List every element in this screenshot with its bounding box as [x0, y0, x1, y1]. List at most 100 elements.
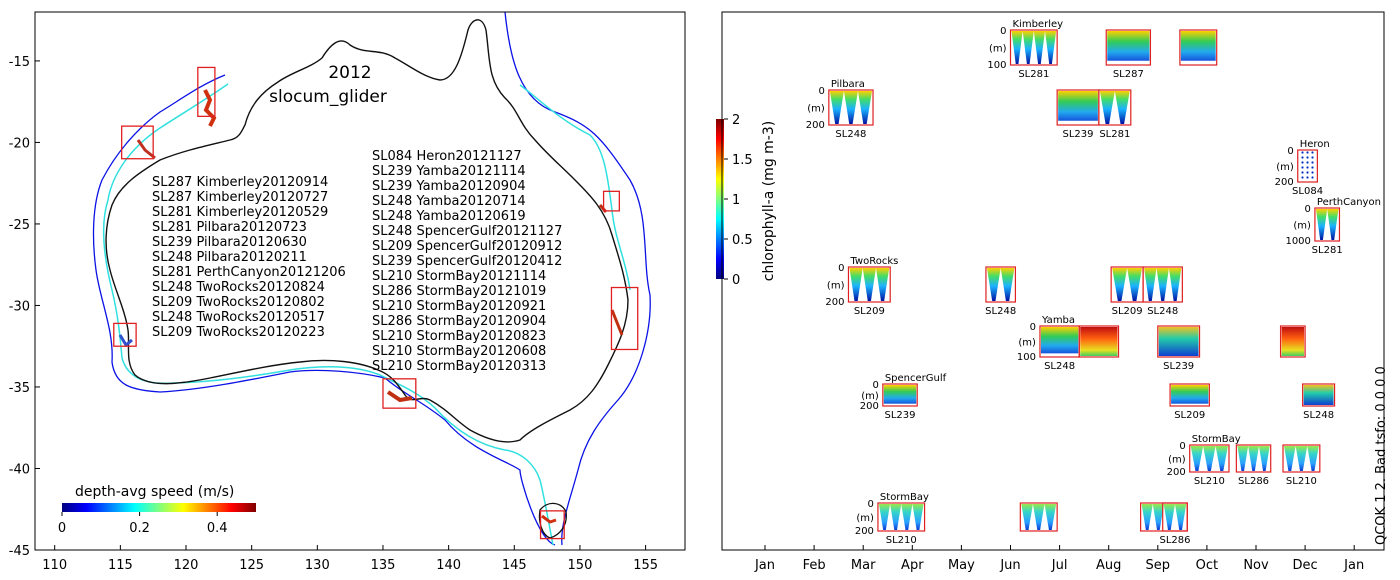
month-tick-label: Jun	[999, 558, 1020, 573]
deployment-frame	[1169, 383, 1210, 407]
glider-id-label: SL286	[1238, 476, 1269, 487]
deployment-frame	[1282, 444, 1321, 473]
tasmania-coastline	[538, 502, 567, 539]
chlorophyll-colorbar	[716, 119, 724, 279]
month-tick-label: May	[948, 558, 975, 573]
depth-tick-label: (m)	[1168, 455, 1186, 466]
month-ticks: Jan Feb Mar Apr May Jun Jul Aug Sep Oct Nov Dec Jan	[754, 545, 1364, 573]
region-box	[382, 378, 417, 409]
glider-profile	[829, 91, 844, 124]
map-x-tick-label: 125	[239, 558, 264, 573]
deployment-entry: SL210 StormBay20120313	[372, 359, 546, 374]
glider-id-label: SL248	[1303, 410, 1334, 421]
deployment-entry: SL210 StormBay20120823	[372, 329, 546, 344]
glider-id-label: SL248	[835, 129, 866, 140]
map-ticks: 110 115 120 125 130 135 140 145 150 155 -15 -20 -25 -…	[9, 55, 658, 573]
chlorophyll-colorbar-label: chlorophyll-a (mg m-3)	[761, 121, 777, 281]
month-tick-label: Oct	[1196, 558, 1218, 573]
glider-section	[883, 385, 917, 404]
depth-tick-label: 200	[806, 120, 825, 131]
glider-profile	[1163, 504, 1175, 530]
chl-tick-label: 1.5	[732, 153, 753, 168]
glider-profile	[1011, 31, 1023, 64]
deployment-frame	[877, 502, 926, 532]
map-y-tick-label: -40	[9, 462, 30, 477]
glider-profile	[1315, 209, 1328, 240]
site-label: TwoRocks	[849, 256, 898, 267]
map-x-tick-label: 110	[42, 558, 67, 573]
month-tick-label: Aug	[1096, 558, 1121, 573]
map-x-tick-label: 115	[108, 558, 133, 573]
depth-tick-label: 200	[1167, 467, 1186, 478]
region-box	[121, 125, 154, 160]
month-tick-label: Sep	[1146, 558, 1171, 573]
depth-tick-label: 0	[1030, 322, 1036, 333]
speed-tick-label: 0	[58, 521, 66, 536]
deployment-frame	[1019, 502, 1058, 532]
deployment-entry: SL287 Kimberley20120914	[152, 175, 328, 190]
glider-profile	[1144, 268, 1157, 301]
depth-tick-label: 200	[855, 526, 874, 537]
glider-profile	[901, 504, 913, 530]
chl-tick-label: 0.5	[732, 233, 753, 248]
deployment-box: SL248	[828, 89, 874, 140]
deployment-box: SL210	[877, 502, 926, 546]
glider-profile	[1127, 268, 1143, 301]
deployment-box: SL084	[1292, 149, 1323, 197]
month-tick-label: Jul	[1051, 558, 1068, 573]
deployment-entry: SL248 TwoRocks20120517	[152, 310, 325, 325]
glider-profile	[1215, 446, 1228, 471]
glider-section	[1303, 385, 1334, 405]
depth-tick-label: 0	[868, 499, 874, 510]
map-y-tick-label: -20	[9, 136, 30, 151]
glider-id-label: SL281	[1312, 245, 1343, 256]
region-boxes	[113, 66, 639, 540]
deployment-box: SL248	[985, 266, 1016, 317]
glider-profile	[1295, 446, 1308, 471]
deployment-frame	[1162, 502, 1188, 532]
region-box	[113, 322, 137, 347]
deployment-entry: SL239 Yamba20120904	[372, 179, 526, 194]
glider-profile	[1284, 446, 1296, 471]
deployment-box: SL209	[1110, 266, 1144, 317]
glider-profile	[878, 504, 891, 530]
depth-tick-label: 0	[838, 263, 844, 274]
glider-id-label: SL248	[985, 306, 1016, 317]
month-tick-label: Nov	[1243, 558, 1269, 573]
glider-profile	[1114, 91, 1130, 124]
deployment-entry: SL210 StormBay20120921	[372, 299, 546, 314]
glider-id-label: SL209	[854, 306, 885, 317]
deployment-entry: SL248 Pilbara20120211	[152, 250, 307, 265]
deployment-box: SL281	[1009, 29, 1058, 80]
glider-profile	[875, 268, 890, 301]
map-x-tick-label: 135	[371, 558, 396, 573]
glider-profile	[1044, 31, 1057, 64]
glider-section	[1058, 91, 1098, 121]
chl-tick-label: 2	[732, 113, 740, 128]
chlorophyll-colorbar-ticks: 0 0.5 1 1.5 2	[724, 113, 753, 288]
map-x-tick-label: 140	[436, 558, 461, 573]
deployment-entry: SL281 PerthCanyon20121206	[152, 265, 346, 280]
chlorophyll-colorbar-group: 0 0.5 1 1.5 2 chlorophyll-a (mg m-3)	[716, 113, 777, 288]
deployment-box: SL287	[1105, 29, 1152, 80]
glider-profile	[1112, 268, 1128, 301]
glider-profile	[849, 268, 863, 301]
deployment-frame	[1314, 207, 1341, 242]
glider-profile	[1000, 268, 1015, 301]
map-y-tick-label: -30	[9, 299, 30, 314]
deployment-box: SL239	[1157, 325, 1201, 372]
map-title-platform: slocum_glider	[269, 87, 387, 107]
deployment-frame	[1279, 325, 1306, 358]
depth-tick-label: 200	[1275, 177, 1294, 188]
glider-id-label: SL281	[1018, 69, 1049, 80]
depth-tick-label: (m)	[1018, 338, 1036, 349]
deployment-box	[1279, 325, 1306, 358]
timeline-panel: Jan Feb Mar Apr May Jun Jul Aug Sep Oct Nov Dec Jan …	[721, 11, 1389, 573]
glider-id-label: SL209	[1174, 410, 1205, 421]
glider-section	[1107, 31, 1150, 61]
depth-tick-label: 0	[1000, 26, 1006, 37]
shelf-contour-cyan	[102, 83, 631, 546]
depth-tick-label: 0	[818, 86, 824, 97]
